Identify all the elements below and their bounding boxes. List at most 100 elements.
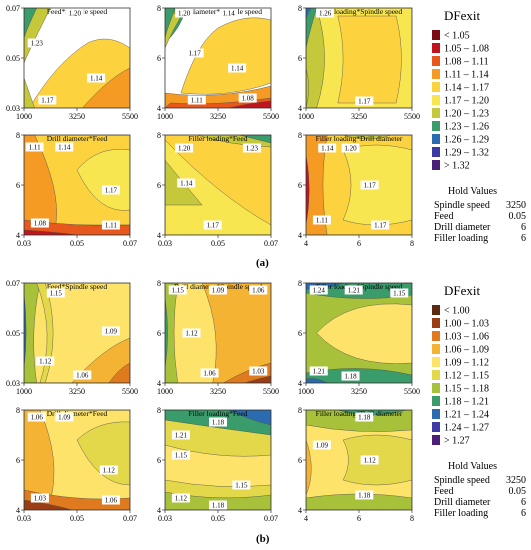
contour-label: 1.20 — [69, 10, 82, 18]
contour-fill-group — [24, 410, 130, 510]
contour-region — [306, 493, 412, 510]
contour-label-bg — [177, 178, 196, 188]
contour-label: 1.11 — [316, 217, 328, 225]
contour-label-bg — [228, 63, 247, 73]
legend-item-label: 1.09 – 1.12 — [444, 358, 489, 369]
x-tick-label: 0.05 — [211, 514, 225, 523]
contour-label-bg — [175, 8, 194, 18]
y-tick-label: 8 — [157, 4, 161, 13]
contour-panel: Filler loading*Feed 0.03 0.05 0.07 4 6 8 1.21 1.… — [157, 406, 278, 523]
hold-value-name: Feed — [434, 486, 453, 497]
x-tick-label: 0.05 — [70, 239, 84, 248]
y-tick-label: 6 — [16, 456, 20, 465]
hold-value-name: Feed — [434, 211, 453, 222]
y-tick-label: 6 — [16, 181, 20, 190]
x-tick-label: 0.03 — [158, 514, 172, 523]
legend-swatch — [432, 82, 440, 92]
y-tick-label: 0.07 — [6, 4, 20, 13]
contour-panel: Drill diameter*Feed 0.03 0.05 0.07 4 6 8 1.06 1.… — [16, 406, 137, 523]
contour-label: 1.17 — [358, 98, 371, 106]
legend-item-label: 1.20 – 1.23 — [444, 109, 489, 120]
y-tick-label: 4 — [298, 104, 302, 113]
contour-label-bg — [209, 285, 227, 295]
y-tick-label: 4 — [16, 506, 20, 515]
contour-label: 1.14 — [222, 10, 235, 18]
contour-label: 1.03 — [34, 495, 47, 503]
panel-title: Filler loading*Feed — [189, 409, 248, 418]
contour-label: 1.06 — [252, 287, 265, 295]
hold-value-number: 6 — [521, 222, 526, 233]
hold-value-name: Drill diameter — [434, 222, 491, 233]
contour-label-bg — [87, 73, 106, 83]
legend-swatch — [432, 30, 440, 40]
contour-label-bg — [101, 495, 120, 505]
contour-label-bg — [341, 143, 360, 153]
figure-section-a: Feed*Spindle speed1000325055000.030.050.… — [0, 0, 531, 272]
contour-region — [165, 444, 271, 487]
contour-panel: Feed*Spindle speed 1000 3250 5500 0.03 0.05 0.… — [6, 279, 138, 396]
x-tick-label: 0.07 — [264, 239, 278, 248]
hold-value-name: Spindle speed — [434, 200, 490, 211]
section-label-a: (a) — [256, 257, 269, 269]
contour-label-bg — [316, 8, 335, 18]
legend-swatch — [432, 43, 440, 53]
y-tick-label: 4 — [157, 379, 161, 388]
contour-region — [76, 149, 130, 211]
contour-region — [228, 100, 271, 108]
y-tick-label: 8 — [16, 131, 20, 140]
contour-region — [24, 229, 78, 235]
y-tick-label: 4 — [157, 506, 161, 515]
legend-swatch — [432, 409, 440, 419]
legend-swatch — [432, 121, 440, 131]
contour-label: 1.17 — [189, 50, 202, 58]
contour-label: 1.20 — [178, 145, 191, 153]
x-tick-label: 1000 — [298, 387, 314, 396]
x-tick-label: 0.05 — [211, 239, 225, 248]
contour-label-bg — [182, 328, 201, 338]
contour-panel: Drill diameter*Spindle speed100032505500… — [157, 279, 279, 396]
x-tick-label: 1000 — [298, 112, 314, 121]
x-tick-label: 6 — [357, 514, 361, 523]
hold-values-title: Hold Values — [448, 186, 497, 197]
legend-item-label: 1.03 – 1.06 — [444, 332, 489, 343]
x-tick-label: 4 — [304, 239, 308, 248]
legend-swatch — [432, 318, 440, 328]
x-tick-label: 0.03 — [158, 239, 172, 248]
contour-label-bg — [249, 366, 268, 376]
contour-region — [306, 378, 328, 383]
hold-value-number: 3250 — [506, 475, 526, 486]
y-tick-label: 0.03 — [6, 379, 20, 388]
x-tick-label: 8 — [410, 239, 414, 248]
contour-label-bg — [341, 371, 360, 381]
contour-label-bg — [360, 180, 379, 190]
x-tick-label: 3250 — [351, 387, 367, 396]
x-tick-label: 4 — [304, 514, 308, 523]
y-tick-label: 6 — [298, 456, 302, 465]
contour-label: 1.14 — [90, 75, 103, 83]
contour-label-bg — [101, 185, 120, 195]
contour-label: 1.14 — [231, 65, 244, 73]
contour-label-bg — [209, 500, 227, 510]
hold-value-number: 6 — [521, 233, 526, 244]
x-tick-label: 3250 — [210, 387, 226, 396]
contour-label: 1.18 — [212, 502, 225, 510]
contour-label: 1.18 — [212, 419, 225, 427]
x-tick-label: 6 — [357, 239, 361, 248]
x-tick-label: 0.03 — [17, 239, 31, 248]
y-tick-label: 8 — [16, 406, 20, 415]
y-tick-label: 8 — [157, 131, 161, 140]
hold-values-title: Hold Values — [448, 461, 497, 472]
contour-label: 1.15 — [50, 290, 63, 298]
contour-label-bg — [312, 215, 331, 225]
contour-label: 1.17 — [363, 182, 376, 190]
legend-swatch — [432, 95, 440, 105]
x-tick-label: 1000 — [16, 112, 32, 121]
contour-label: 1.12 — [39, 358, 52, 366]
contour-label: 1.23 — [31, 40, 44, 48]
panel-title: Drill diameter*Spindle speed — [174, 7, 262, 16]
contour-panel: Filler loading*Spindle speed100032505500… — [298, 279, 420, 396]
y-tick-label: 4 — [157, 231, 161, 240]
legend-item-label: 1.26 – 1.29 — [444, 135, 489, 146]
hold-value-name: Filler loading — [434, 233, 488, 244]
legend-swatch — [432, 396, 440, 406]
